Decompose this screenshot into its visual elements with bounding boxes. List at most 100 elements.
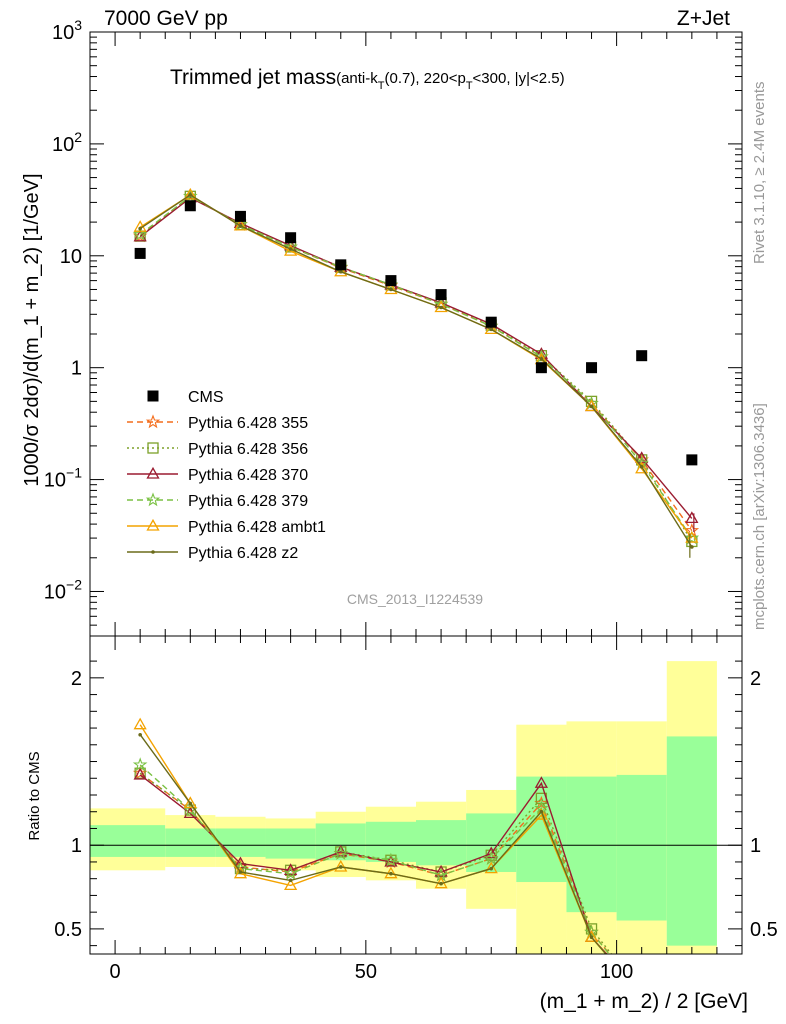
band-green-8 xyxy=(516,776,567,883)
ratio-xtick-label-2: 100 xyxy=(600,961,633,983)
mcplots-label: mcplots.cern.ch [arXiv:1306.3436] xyxy=(751,403,768,630)
band-green-6 xyxy=(416,820,467,866)
cms-point-9 xyxy=(586,362,598,374)
series-5-point-7 xyxy=(489,327,494,332)
ratio-5-point-3 xyxy=(288,878,293,883)
ratio-ytick-label-right-2: 2 xyxy=(750,668,761,690)
ratio-3-point-11 xyxy=(686,973,698,984)
header-right: Z+Jet xyxy=(677,7,730,30)
ratio-5-point-5 xyxy=(389,871,393,876)
series-5-point-11 xyxy=(690,545,694,549)
band-green-2 xyxy=(215,828,266,857)
ratio-ytick-label-right-1: 1 xyxy=(750,835,761,857)
ratio-line-3 xyxy=(139,764,611,954)
series-line-1 xyxy=(139,195,693,542)
ratio-5-point-8 xyxy=(539,809,544,814)
ratio-plot: 0.5 0.5 1 1 2 2 0 50 100 Ratio to CMS (m_1 + m_2… xyxy=(26,635,778,1013)
ratio-ytick-label-left-1: 1 xyxy=(71,835,82,857)
ratio-xtick-label-0: 0 xyxy=(110,961,121,983)
series-3-point-11 xyxy=(684,530,700,545)
legend-label-0: Pythia 6.428 355 xyxy=(188,415,308,432)
legend-marker-5 xyxy=(151,550,155,554)
ratio-ylabel: Ratio to CMS xyxy=(26,751,43,840)
series-line-5 xyxy=(139,194,693,548)
main-title-text: Trimmed jet mass xyxy=(170,66,336,89)
series-5-point-5 xyxy=(389,287,393,292)
ratio-5-point-9 xyxy=(589,935,594,940)
ratio-4-point-7 xyxy=(484,861,498,874)
ratio-4-point-0 xyxy=(133,717,147,730)
main-ytick-label-3: 10 xyxy=(60,246,82,268)
ratio-line-5 xyxy=(139,734,607,954)
series-5-point-3 xyxy=(288,247,293,251)
ratio-2-point-0 xyxy=(133,767,147,780)
legend-marker-1 xyxy=(147,442,159,454)
ratio-5-point-11 xyxy=(690,982,694,986)
series-5-point-6 xyxy=(439,305,443,310)
legend-cms-marker xyxy=(147,390,159,402)
series-5-point-0 xyxy=(138,226,142,231)
cms-point-5 xyxy=(385,275,397,287)
series-5-point-9 xyxy=(589,404,594,409)
legend-marker-2 xyxy=(146,466,160,479)
main-ytick-label-0: 10−2 xyxy=(44,576,82,603)
series-4-point-11 xyxy=(685,531,699,543)
ratio-1-point-9 xyxy=(585,923,598,935)
ratio-3-point-5 xyxy=(383,852,399,867)
series-5-point-8 xyxy=(539,357,544,361)
series-4-point-2 xyxy=(233,218,248,231)
cms-point-4 xyxy=(335,259,347,271)
legend-marker-3 xyxy=(145,492,161,507)
legend-cms-label: CMS xyxy=(188,389,224,406)
cms-point-11 xyxy=(686,454,698,466)
cms-point-3 xyxy=(285,232,297,244)
band-green-10 xyxy=(616,774,667,921)
main-ylabel: 1000/σ 2dσ)/d(m_1 + m_2) [1/GeV] xyxy=(21,173,43,486)
ratio-1-point-11 xyxy=(687,976,697,986)
series-line-4 xyxy=(139,194,693,539)
ratio-ytick-label-right-0: 0.5 xyxy=(750,919,778,941)
series-line-2 xyxy=(139,196,693,519)
legend-marker-4 xyxy=(146,518,160,531)
ratio-2-point-8 xyxy=(534,776,548,788)
ratio-4-point-1 xyxy=(183,796,197,809)
ratio-5-point-0 xyxy=(138,732,142,737)
main-plot: 10−2 10−1 1 10 102 103 Trimmed jet mass(anti-… xyxy=(21,17,743,637)
series-5-point-10 xyxy=(639,465,644,469)
ratio-ytick-label-left-0: 0.5 xyxy=(54,919,82,941)
ratio-5-point-7 xyxy=(489,866,494,871)
cms-point-2 xyxy=(234,210,246,222)
rivet-label: Rivet 3.1.10, ≥ 2.4M events xyxy=(751,82,768,265)
main-ytick-label-4: 102 xyxy=(52,129,82,156)
ratio-4-point-3 xyxy=(284,878,298,891)
ratio-5-point-4 xyxy=(338,865,343,869)
band-green-3 xyxy=(265,828,316,859)
ratio-5-point-6 xyxy=(439,881,443,886)
cms-point-0 xyxy=(134,247,146,259)
watermark: CMS_2013_I1224539 xyxy=(347,591,483,607)
main-ytick-label-5: 103 xyxy=(52,17,82,44)
series-4-point-9 xyxy=(584,399,599,412)
ratio-xlabel: (m_1 + m_2) / 2 [GeV] xyxy=(540,990,748,1013)
legend-label-3: Pythia 6.428 379 xyxy=(188,493,308,510)
series-5-point-1 xyxy=(188,193,193,197)
legend-label-5: Pythia 6.428 z2 xyxy=(188,545,298,562)
cms-point-10 xyxy=(636,350,648,362)
legend-label-1: Pythia 6.428 356 xyxy=(188,441,308,458)
ratio-3-point-3 xyxy=(283,866,298,880)
series-4-point-10 xyxy=(635,461,649,474)
band-green-1 xyxy=(165,828,216,857)
legend-marker-0 xyxy=(145,414,161,429)
series-5-point-4 xyxy=(338,269,343,274)
ratio-0-point-8 xyxy=(534,795,549,810)
ratio-3-point-9 xyxy=(584,924,599,939)
band-green-0 xyxy=(90,825,166,857)
cms-point-1 xyxy=(184,200,196,212)
header-left: 7000 GeV pp xyxy=(104,7,228,30)
cms-point-7 xyxy=(485,316,497,328)
band-green-11 xyxy=(666,736,717,946)
ratio-ytick-label-left-2: 2 xyxy=(71,668,82,690)
ratio-3-point-4 xyxy=(333,845,349,860)
ratio-2-point-11 xyxy=(686,957,697,967)
ratio-2-point-7 xyxy=(484,846,498,859)
